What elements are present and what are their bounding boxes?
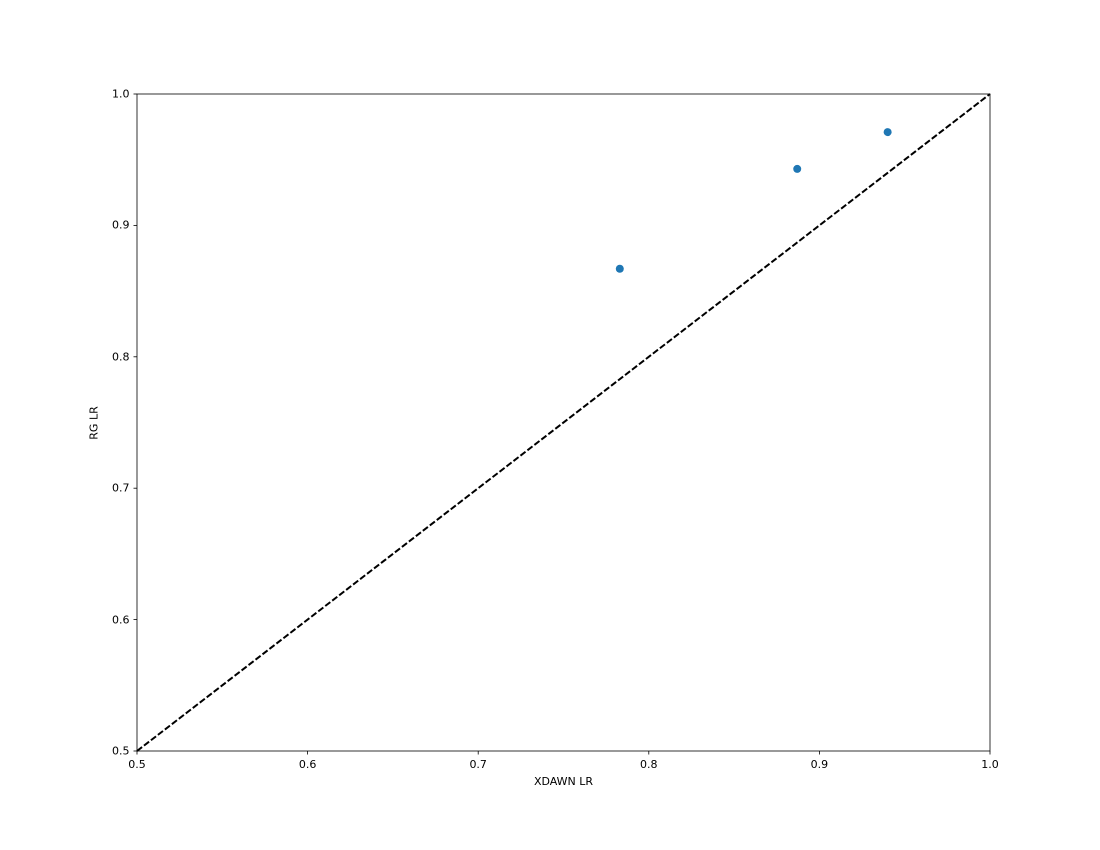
y-tick-label: 0.5 [112,745,130,758]
x-tick-label: 0.5 [128,758,146,771]
data-point [884,128,892,136]
y-tick-label: 0.6 [112,613,130,626]
y-axis-label: RG LR [87,406,100,439]
data-point [616,265,624,273]
x-axis-label: XDAWN LR [534,775,593,788]
x-tick-label: 0.9 [811,758,829,771]
data-point [793,165,801,173]
x-tick-label: 0.7 [469,758,487,771]
y-tick-label: 0.9 [112,219,130,232]
y-tick-label: 0.8 [112,350,130,363]
x-tick-label: 0.6 [299,758,317,771]
x-tick-label: 1.0 [981,758,999,771]
figure: 0.5 0.6 0.7 0.8 0.9 1.0 0.5 0.6 0.7 0.8 0.9 1.0 XDA… [0,0,1100,850]
y-tick-label: 0.7 [112,482,130,495]
y-tick-label: 1.0 [112,88,130,101]
x-tick-label: 0.8 [640,758,658,771]
scatter-chart [137,94,990,751]
